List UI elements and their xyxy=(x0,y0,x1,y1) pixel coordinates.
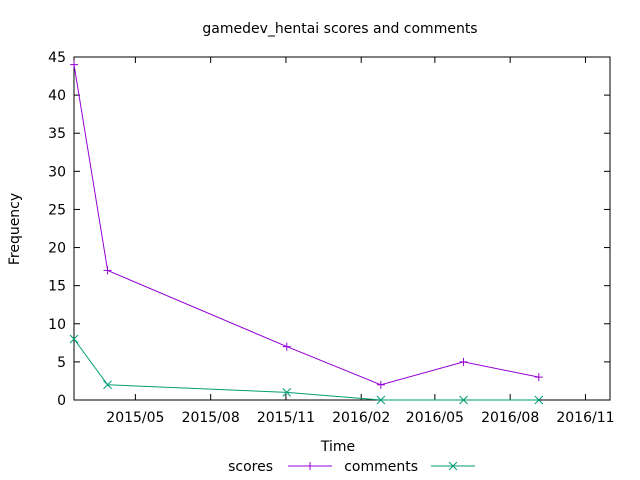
y-tick-label: 0 xyxy=(57,393,66,409)
y-tick-label: 30 xyxy=(48,164,66,180)
x-tick-label: 2016/02 xyxy=(332,410,390,426)
x-tick-label: 2016/05 xyxy=(406,410,464,426)
y-tick-label: 40 xyxy=(48,88,66,104)
data-point xyxy=(376,395,386,405)
y-tick-label: 15 xyxy=(48,279,66,295)
legend: scores comments xyxy=(228,459,475,475)
data-point xyxy=(103,266,112,275)
y-tick-label: 25 xyxy=(48,202,66,218)
plot-area xyxy=(73,56,611,401)
y-axis: 0 5 10 15 20 25 30 35 40 45 xyxy=(48,50,610,409)
x-axis: 2015/05 2015/08 2015/11 2016/02 2016/05 2016/… xyxy=(106,57,615,426)
data-point xyxy=(534,373,543,382)
data-point xyxy=(282,388,292,397)
y-tick-label: 45 xyxy=(48,50,66,66)
data-point xyxy=(459,395,468,405)
y-tick-label: 35 xyxy=(48,126,66,142)
data-point xyxy=(459,357,468,366)
data-point xyxy=(534,395,544,405)
series-layer xyxy=(69,60,544,405)
data-point xyxy=(306,462,314,470)
legend-label: scores xyxy=(228,459,273,475)
x-tick-label: 2015/05 xyxy=(106,410,164,426)
x-tick-label: 2015/11 xyxy=(257,410,315,426)
y-tick-label: 20 xyxy=(48,241,66,257)
data-point xyxy=(70,60,78,69)
series-line-scores xyxy=(73,64,539,386)
series-line-comments xyxy=(73,338,539,401)
legend-label: comments xyxy=(344,459,418,475)
x-axis-label: Time xyxy=(320,439,355,455)
x-tick-label: 2016/08 xyxy=(481,410,539,426)
x-tick-label: 2016/11 xyxy=(556,410,614,426)
data-point xyxy=(69,334,79,344)
data-point xyxy=(376,380,385,389)
data-point xyxy=(282,342,291,351)
data-point xyxy=(103,380,112,390)
y-tick-label: 5 xyxy=(57,355,66,371)
y-tick-label: 10 xyxy=(48,317,66,333)
x-tick-label: 2015/08 xyxy=(182,410,240,426)
data-point xyxy=(448,461,458,471)
chart-title: gamedev_hentai scores and comments xyxy=(202,21,477,37)
y-axis-label: Frequency xyxy=(7,193,23,265)
